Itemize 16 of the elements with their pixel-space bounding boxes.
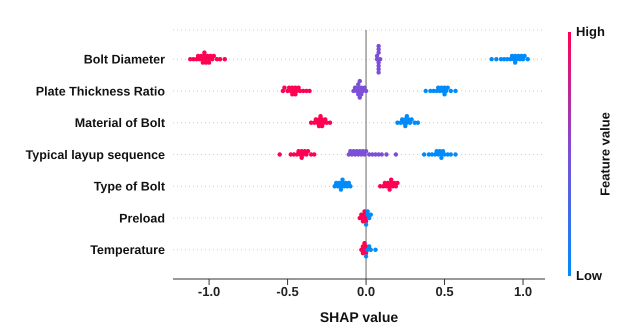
y-tick-label: Material of Bolt <box>74 116 166 130</box>
y-tick-label: Plate Thickness Ratio <box>36 84 166 98</box>
text: Low <box>576 268 602 284</box>
x-tick-label: 0.5 <box>436 284 454 300</box>
y-tick-label: Bolt Diameter <box>84 52 166 67</box>
x-tick-label: 1.0 <box>514 284 532 300</box>
x-tick-label: 0.0 <box>357 284 376 300</box>
x-tick-label: -0.5 <box>276 284 299 300</box>
text: High <box>576 24 605 40</box>
x-tick-label: -1.0 <box>198 284 220 300</box>
y-tick-label: Typical layup sequence <box>26 148 166 162</box>
y-tick-label: Preload <box>119 211 165 226</box>
x-axis-title: SHAP value <box>320 309 398 325</box>
y-tick-label: Temperature <box>90 243 166 258</box>
color-bar-title: Feature value <box>598 112 612 196</box>
y-tick-label: Type of Bolt <box>94 180 166 194</box>
